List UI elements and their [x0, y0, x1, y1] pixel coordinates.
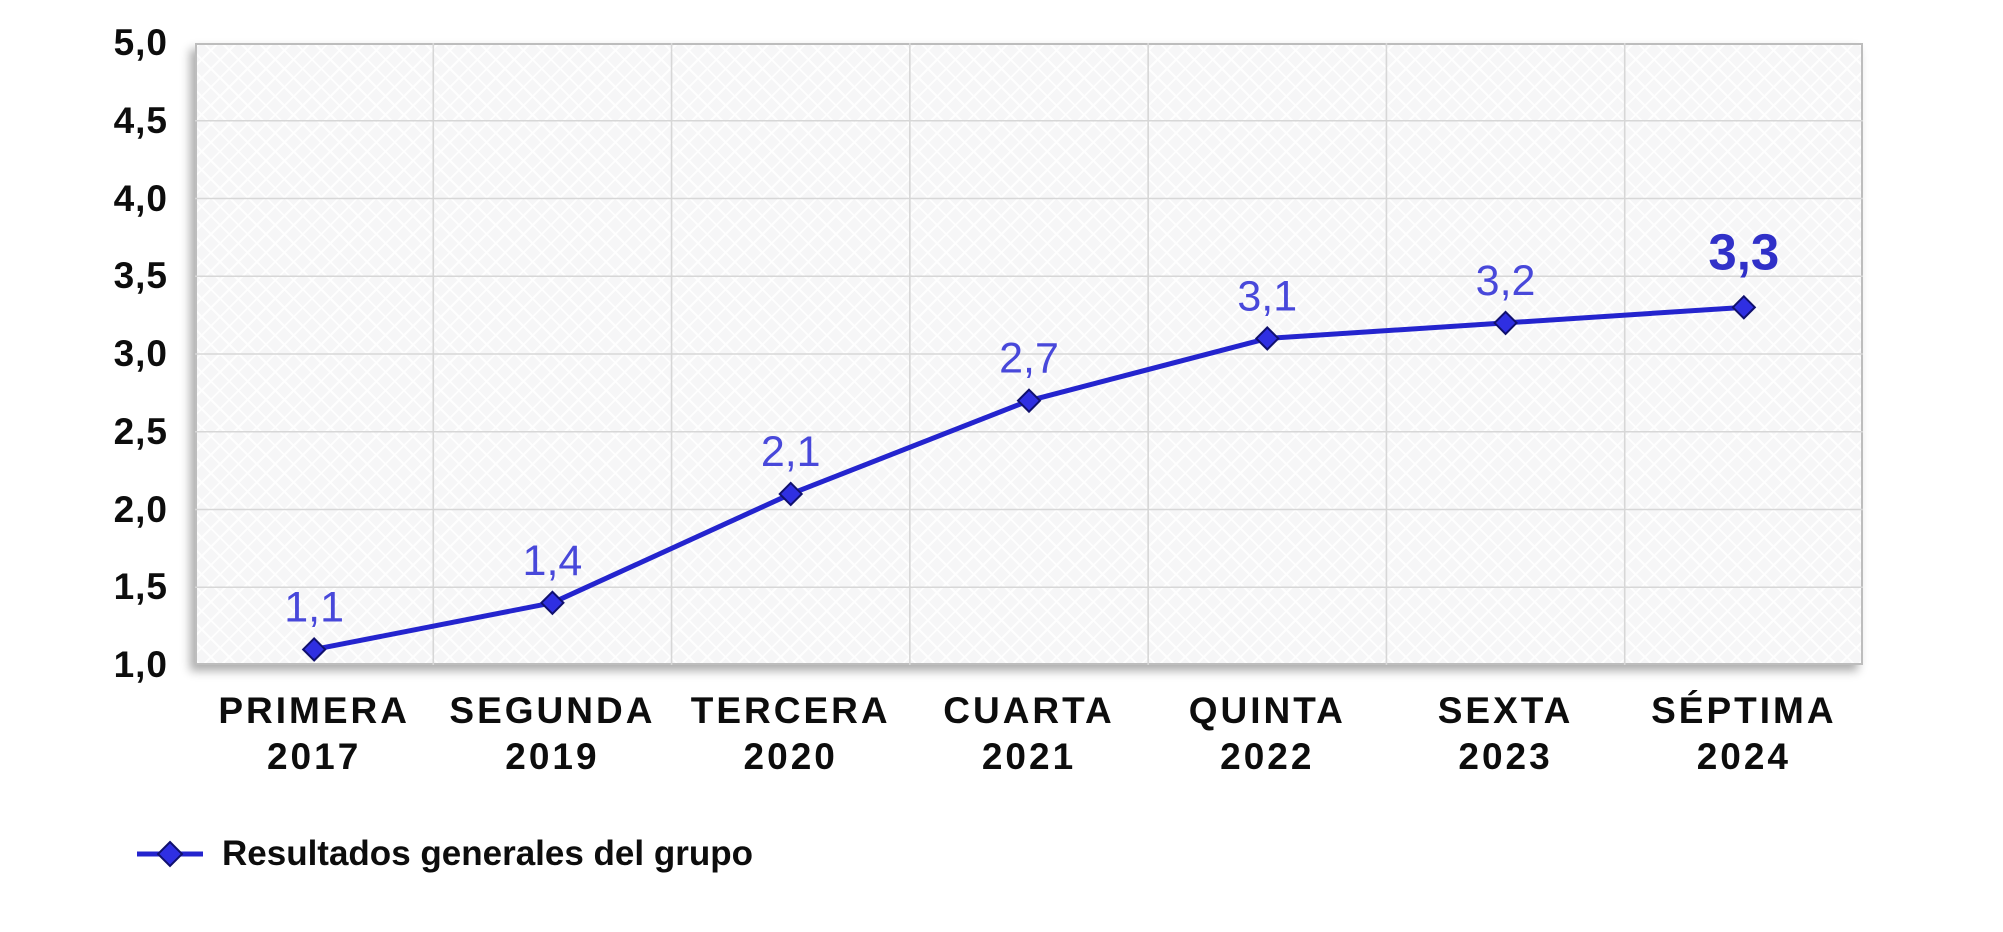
x-category-year: 2019 — [505, 736, 600, 777]
x-category-label: CUARTA 2021 — [879, 688, 1179, 780]
x-category-name: QUINTA — [1188, 690, 1346, 731]
x-category-year: 2021 — [981, 736, 1077, 777]
x-category-label: SEXTA 2023 — [1356, 688, 1656, 780]
legend-line-marker-icon — [137, 840, 203, 868]
y-tick-label: 1,5 — [113, 566, 168, 608]
x-category-name: SÉPTIMA — [1651, 690, 1837, 731]
x-category-label: TERCERA 2020 — [641, 688, 941, 780]
x-category-name: SEXTA — [1437, 690, 1574, 731]
x-category-name: CUARTA — [943, 690, 1115, 731]
x-category-name: SEGUNDA — [449, 690, 656, 731]
y-tick-label: 5,0 — [113, 22, 168, 63]
x-category-year: 2023 — [1458, 736, 1553, 777]
x-category-label: QUINTA 2022 — [1117, 688, 1417, 780]
x-category-name: PRIMERA — [218, 690, 410, 731]
y-tick-label: 1,0 — [113, 644, 168, 685]
legend: Resultados generales del grupo — [134, 833, 753, 875]
y-tick-label: 3,5 — [113, 255, 168, 297]
x-category-name: TERCERA — [690, 690, 891, 731]
y-tick-label: 4,5 — [113, 99, 168, 141]
x-category-year: 2022 — [1220, 736, 1315, 777]
y-tick-label: 2,0 — [113, 488, 168, 530]
y-tick-label: 4,0 — [113, 177, 168, 219]
x-category-year: 2017 — [266, 736, 362, 777]
legend-label: Resultados generales del grupo — [222, 834, 753, 873]
x-category-label: PRIMERA 2017 — [164, 688, 464, 780]
x-category-year: 2020 — [743, 736, 838, 777]
x-category-year: 2024 — [1696, 736, 1791, 777]
y-tick-label: 3,0 — [113, 333, 168, 374]
x-category-label: SEGUNDA 2019 — [402, 688, 702, 780]
y-tick-label: 2,5 — [113, 410, 168, 452]
x-category-label: SÉPTIMA 2024 — [1594, 688, 1894, 780]
plot-area — [195, 43, 1863, 665]
